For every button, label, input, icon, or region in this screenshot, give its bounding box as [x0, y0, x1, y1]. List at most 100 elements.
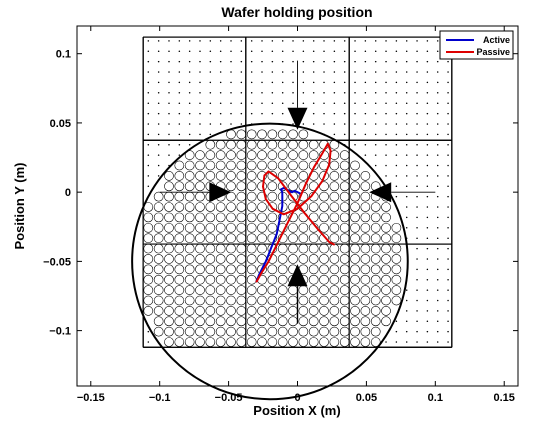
tile-dot	[364, 102, 367, 104]
tile-dot	[271, 71, 274, 73]
tile-dot	[426, 185, 429, 188]
wafer-hole	[319, 171, 329, 181]
wafer-hole	[319, 274, 329, 285]
tile-dot	[416, 71, 418, 73]
tile-dot	[426, 164, 429, 167]
tile-dot	[178, 102, 181, 104]
wafer-hole	[370, 316, 381, 327]
tile-dot	[426, 112, 429, 115]
wafer-hole	[174, 181, 185, 192]
wafer-hole	[381, 202, 391, 212]
wafer-hole	[391, 274, 402, 285]
tile-dot	[219, 71, 222, 73]
wafer-hole	[164, 326, 174, 337]
y-tick-label: 0	[65, 187, 71, 199]
tile-dot	[405, 92, 408, 94]
tile-dot	[271, 40, 274, 42]
tile-dot	[168, 81, 170, 84]
wafer-hole	[164, 171, 174, 181]
wafer-hole	[184, 295, 195, 306]
tile-dot	[374, 154, 377, 156]
tile-dot	[447, 299, 449, 302]
tile-dot	[343, 92, 346, 94]
tile-dot	[385, 123, 387, 125]
wafer-hole	[329, 212, 340, 223]
wafer-hole	[360, 212, 371, 223]
wafer-hole	[153, 316, 164, 327]
tile-dot	[436, 258, 439, 260]
wafer-hole	[195, 326, 205, 337]
tile-dot	[147, 92, 150, 94]
tile-dot	[230, 112, 232, 115]
tile-dot	[416, 247, 418, 250]
wafer-hole	[370, 202, 381, 212]
wafer-hole	[205, 285, 216, 295]
wafer-hole	[184, 316, 195, 327]
tile-dot	[240, 102, 243, 104]
wafer-hole	[246, 212, 257, 223]
tile-dot	[157, 92, 160, 94]
tile-dot	[385, 112, 387, 115]
tile-dot	[416, 112, 418, 115]
tile-dot	[405, 289, 408, 291]
tile-dot	[395, 112, 398, 115]
wafer-hole	[226, 222, 236, 233]
wafer-hole	[370, 264, 381, 275]
wafer-hole	[267, 212, 278, 223]
tile-dot	[385, 164, 387, 167]
tile-dot	[302, 92, 305, 94]
wafer-hole	[288, 150, 298, 160]
wafer-hole	[195, 233, 205, 244]
tile-dot	[426, 216, 429, 219]
tile-dot	[168, 123, 170, 125]
wafer-hole	[277, 274, 288, 285]
tile-dot	[261, 81, 263, 84]
tile-dot	[426, 247, 429, 250]
wafer-hole	[226, 181, 236, 192]
tile-dot	[395, 133, 398, 136]
tile-dot	[374, 40, 377, 42]
tile-dot	[436, 175, 439, 177]
wafer-hole	[350, 285, 360, 295]
wafer-hole	[360, 306, 371, 316]
wafer-hole	[329, 191, 340, 202]
wafer-hole	[153, 295, 164, 306]
tile-dot	[333, 92, 336, 94]
wafer-hole	[360, 337, 371, 347]
tile-dot	[178, 60, 181, 63]
tile-dot	[178, 92, 181, 94]
tile-dot	[250, 81, 253, 84]
tile-dot	[323, 40, 325, 42]
wafer-hole	[153, 326, 164, 337]
wafer-hole	[329, 285, 340, 295]
tile-dot	[426, 195, 429, 198]
force-arrow	[287, 264, 308, 324]
wafer-hole	[174, 222, 185, 233]
wafer-hole	[308, 274, 319, 285]
force-arrow-head	[287, 264, 308, 287]
wafer-hole	[381, 222, 391, 233]
wafer-hole	[143, 295, 154, 306]
wafer-hole	[277, 150, 288, 160]
tile-dot	[209, 50, 212, 53]
wafer-hole	[298, 233, 309, 244]
tile-dot	[168, 71, 170, 73]
tile-dot	[250, 50, 253, 53]
wafer-hole	[298, 129, 309, 140]
wafer-hole	[308, 326, 319, 337]
wafer-hole	[153, 233, 164, 244]
wafer-hole	[184, 306, 195, 316]
wafer-hole	[360, 171, 371, 181]
wafer-hole	[319, 264, 329, 275]
tile-dot	[240, 112, 243, 115]
wafer-hole	[370, 306, 381, 316]
wafer-hole	[174, 285, 185, 295]
tile-dot	[374, 102, 377, 104]
wafer-hole	[215, 150, 226, 160]
legend: Active Passive	[439, 30, 514, 60]
wafer-hole	[257, 337, 267, 347]
wafer-hole	[215, 254, 226, 264]
tile-dot	[416, 185, 418, 188]
tile-dot	[312, 123, 315, 125]
tile-dot	[271, 60, 274, 63]
